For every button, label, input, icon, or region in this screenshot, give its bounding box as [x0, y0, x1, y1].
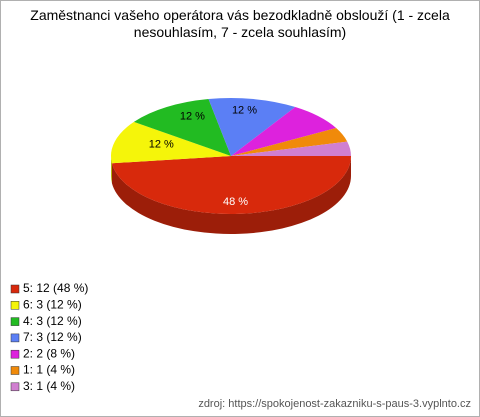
legend-label: 7: 3 (12 %)	[23, 330, 82, 344]
data-label: 12 %	[232, 104, 257, 116]
slice	[111, 156, 352, 215]
slice	[231, 107, 337, 156]
legend-swatch	[10, 366, 20, 375]
legend-label: 3: 1 (4 %)	[23, 379, 75, 393]
slice	[231, 128, 348, 156]
legend-swatch	[10, 301, 20, 310]
legend: 5: 12 (48 %) 6: 3 (12 %) 4: 3 (12 %) 7: 3 (…	[10, 281, 88, 393]
legend-label: 4: 3 (12 %)	[23, 314, 82, 328]
data-label: 12 %	[149, 138, 174, 150]
legend-label: 5: 12 (48 %)	[23, 281, 88, 295]
legend-label: 2: 2 (8 %)	[23, 346, 75, 360]
slice-side	[111, 156, 112, 184]
data-label: 12 %	[180, 111, 205, 123]
legend-label: 1: 1 (4 %)	[23, 363, 75, 377]
slice	[133, 99, 231, 156]
slice	[111, 121, 231, 164]
chart-title: Zaměstnanci vašeho operátora vás bezodkl…	[30, 7, 450, 40]
data-label: 48 %	[223, 196, 248, 208]
slice	[208, 98, 296, 156]
legend-label: 6: 3 (12 %)	[23, 297, 82, 311]
legend-swatch	[10, 382, 20, 392]
legend-swatch	[10, 349, 20, 359]
legend-swatch	[10, 317, 20, 326]
slice	[231, 141, 351, 156]
slice-side	[111, 156, 352, 235]
legend-swatch	[10, 284, 20, 294]
source-note: zdroj: https://spokojenost-zakazniku-s-p…	[198, 398, 471, 410]
legend-swatch	[10, 333, 20, 343]
